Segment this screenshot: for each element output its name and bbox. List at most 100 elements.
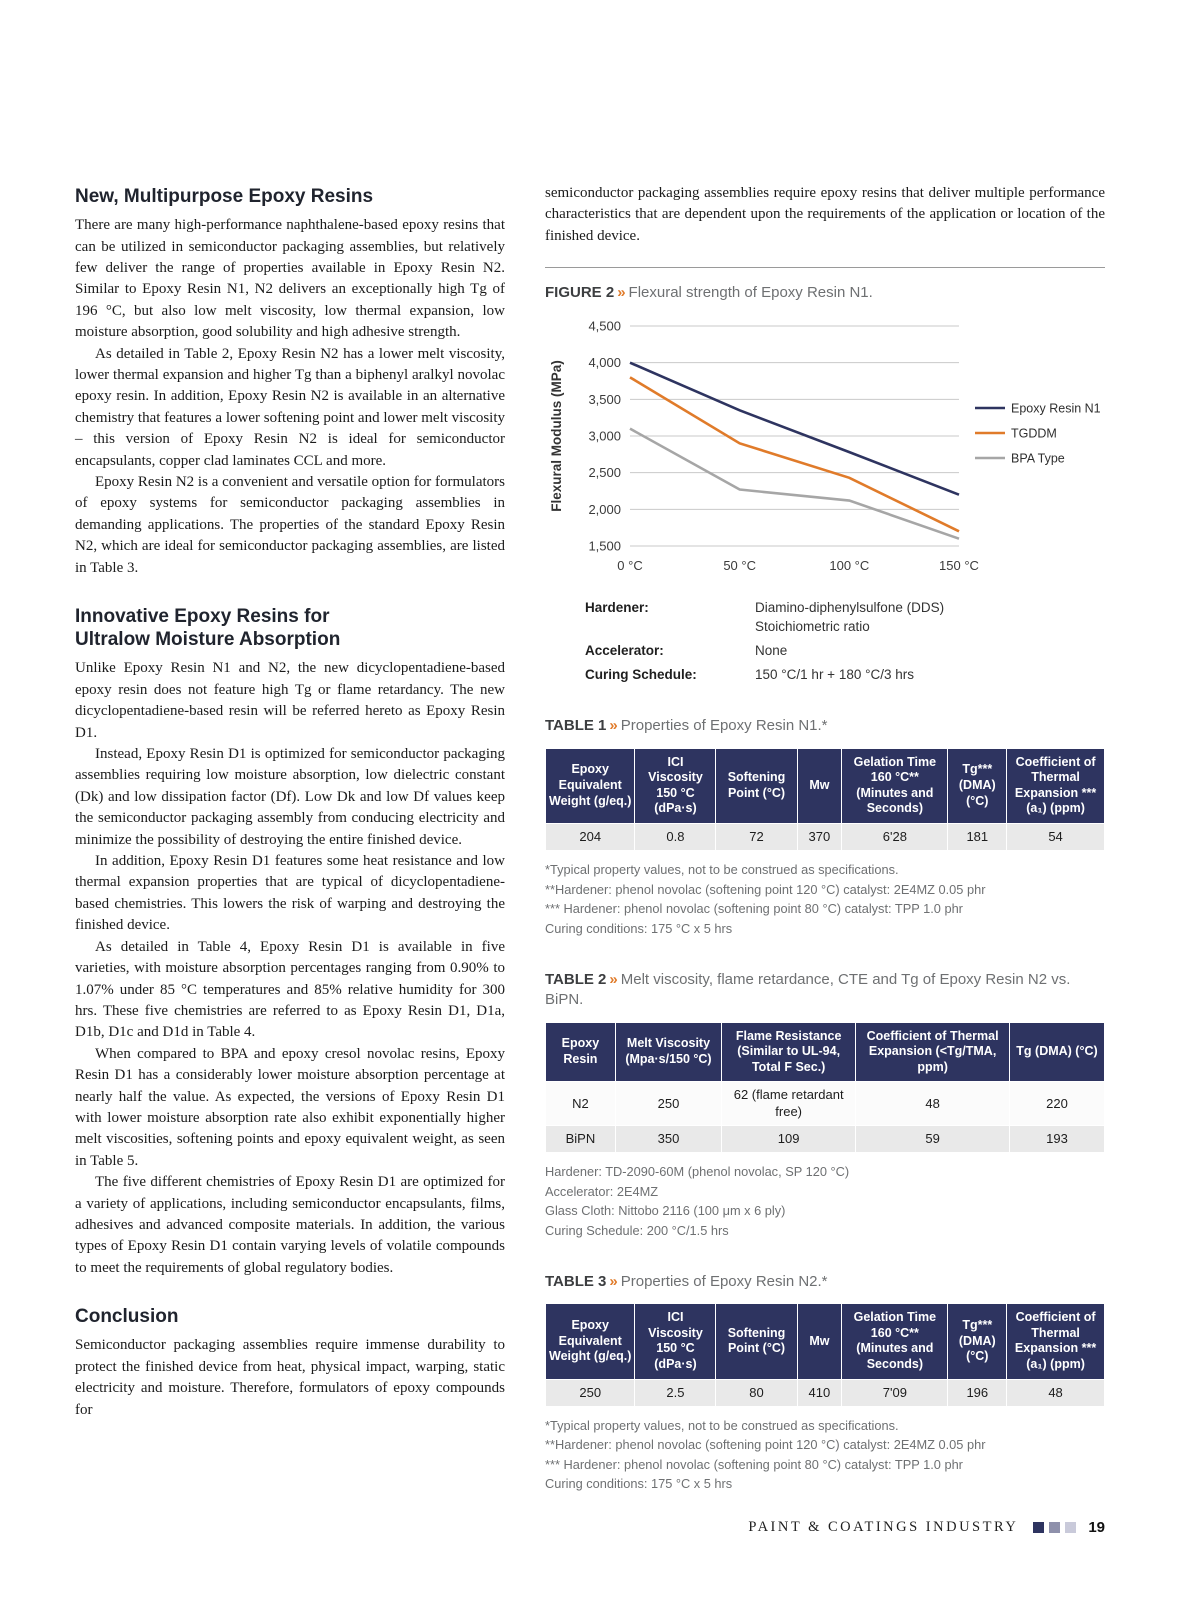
- paragraph: When compared to BPA and epoxy cresol no…: [75, 1045, 505, 1169]
- section-heading: Innovative Epoxy Resins for Ultralow Moi…: [75, 606, 341, 651]
- table-cell: 250: [614, 1081, 723, 1126]
- table-footnotes: Hardener: TD-2090-60M (phenol novolac, S…: [545, 1162, 1105, 1240]
- column-header: ICI Viscosity 150 °C (dPa·s): [634, 1303, 717, 1380]
- figure-detail-row: Hardener: Diamino-diphenylsulfone (DDS) S…: [585, 599, 1105, 635]
- paragraph: There are many high-performance naphthal…: [75, 217, 505, 341]
- intro-paragraph: semiconductor packaging assemblies requi…: [545, 185, 1105, 244]
- table-footnotes: *Typical property values, not to be cons…: [545, 860, 1105, 938]
- footer-square: [1049, 1522, 1061, 1533]
- figure-details: Hardener: Diamino-diphenylsulfone (DDS) S…: [545, 599, 1105, 684]
- table-cell: BiPN: [545, 1124, 616, 1154]
- column-header: Softening Point (°C): [715, 747, 798, 825]
- table-label: TABLE 2: [545, 971, 607, 989]
- column-header: Coefficient of Thermal Expansion (<Tg/TM…: [855, 1021, 1010, 1083]
- table-cell: 80: [715, 1378, 798, 1407]
- table-cell: 62 (flame retardant free): [721, 1081, 857, 1126]
- detail-value: None: [755, 642, 788, 658]
- paragraph: As detailed in Table 2, Epoxy Resin N2 h…: [75, 345, 505, 469]
- column-divider: [545, 267, 1105, 269]
- footnote-line: *** Hardener: phenol novolac (softening …: [545, 1456, 963, 1472]
- column-header: Melt Viscosity (Mpa·s/150 °C): [614, 1021, 723, 1083]
- svg-text:Epoxy Resin N1: Epoxy Resin N1: [1011, 402, 1101, 416]
- footnote-line: **Hardener: phenol novolac (softening po…: [545, 1437, 986, 1453]
- flexural-strength-line-chart: 1,500 2,000 2,500 3,000 3,500 4,000 4,500 0 °C 5…: [545, 314, 1105, 587]
- column-header: Mw: [796, 747, 843, 825]
- figure-label: FIGURE 2: [545, 284, 615, 302]
- chart-svg: 1,500 2,000 2,500 3,000 3,500 4,000 4,500 0 °C 5…: [549, 319, 1101, 574]
- table-cell: 196: [947, 1378, 1008, 1407]
- table-block: TABLE 1» Properties of Epoxy Resin N1.* Ep…: [544, 716, 1105, 938]
- table-cell: 109: [721, 1124, 857, 1154]
- table-block: TABLE 2» Melt viscosity, flame retardance…: [545, 970, 1106, 1240]
- svg-text:2,000: 2,000: [588, 502, 621, 517]
- table-caption-text: Properties of Epoxy Resin N2.*: [620, 1272, 828, 1290]
- paragraph: In addition, Epoxy Resin D1 features som…: [75, 853, 505, 934]
- column-header: Epoxy Resin: [545, 1021, 616, 1083]
- chevron-icon: »: [609, 1272, 618, 1290]
- table-cell: 72: [715, 823, 798, 852]
- table-row: N2 250 62 (flame retardant free) 48 220: [545, 1081, 1106, 1126]
- table-cell: 6'28: [841, 823, 949, 852]
- right-column: semiconductor packaging assemblies requi…: [544, 183, 1106, 1494]
- column-header: Epoxy Equivalent Weight (g/eq.): [544, 747, 636, 825]
- footnote-line: Glass Cloth: Nittobo 2116 (100 μm x 6 pl…: [545, 1203, 786, 1219]
- column-header: Mw: [796, 1303, 843, 1380]
- svg-text:4,000: 4,000: [588, 356, 621, 371]
- section-heading: New, Multipurpose Epoxy Resins: [75, 186, 374, 207]
- figure-caption-text: Flexural strength of Epoxy Resin N1.: [628, 284, 873, 302]
- data-table: Epoxy Equivalent Weight (g/eq.) ICI Visco…: [544, 1303, 1105, 1407]
- column-header: Tg*** (DMA) (°C): [947, 747, 1008, 825]
- detail-value: Diamino-diphenylsulfone (DDS) Stoichiome…: [755, 600, 945, 634]
- footer-square: [1065, 1522, 1077, 1533]
- data-table: Epoxy Resin Melt Viscosity (Mpa·s/150 °C)…: [545, 1021, 1106, 1154]
- column-header: Tg*** (DMA) (°C): [947, 1303, 1008, 1380]
- column-header: Softening Point (°C): [715, 1303, 798, 1380]
- table-header-row: Epoxy Resin Melt Viscosity (Mpa·s/150 °C)…: [545, 1021, 1106, 1083]
- column-header: Gelation Time 160 °C** (Minutes and Seco…: [841, 747, 949, 825]
- detail-term: Accelerator:: [585, 642, 664, 658]
- svg-text:150 °C: 150 °C: [939, 558, 979, 573]
- svg-text:4,500: 4,500: [588, 319, 621, 334]
- detail-term: Hardener:: [585, 600, 649, 616]
- table-cell: 204: [544, 823, 636, 852]
- footnote-line: **Hardener: phenol novolac (softening po…: [545, 881, 986, 897]
- table-caption-text: Properties of Epoxy Resin N1.*: [620, 717, 828, 735]
- table-cell: 7'09: [841, 1378, 949, 1407]
- chevron-icon: »: [609, 717, 618, 735]
- paragraph: Epoxy Resin N2 is a convenient and versa…: [75, 474, 505, 576]
- svg-text:3,500: 3,500: [588, 392, 621, 407]
- paragraph: The five different chemistries of Epoxy …: [75, 1174, 505, 1276]
- table-caption: TABLE 2» Melt viscosity, flame retardance…: [545, 970, 1105, 1011]
- table-row: 204 0.8 72 370 6'28 181 54: [544, 823, 1105, 852]
- page-footer: PAINT & COATINGS INDUSTRY 19: [748, 1519, 1105, 1536]
- column-header: Tg (DMA) (°C): [1008, 1021, 1106, 1083]
- section-heading: Conclusion: [75, 1306, 179, 1328]
- table-cell: 0.8: [634, 823, 717, 852]
- footnote-line: *Typical property values, not to be cons…: [545, 862, 899, 878]
- table-cell: 370: [796, 823, 843, 852]
- table-cell: 220: [1008, 1081, 1106, 1126]
- column-header: Epoxy Equivalent Weight (g/eq.): [544, 1303, 636, 1380]
- table-cell: 48: [855, 1081, 1010, 1126]
- table-cell: 2.5: [634, 1378, 717, 1407]
- chevron-icon: »: [609, 971, 618, 989]
- column-header: Coefficient of Thermal Expansion ***(a₁)…: [1006, 747, 1105, 825]
- svg-text:2,500: 2,500: [588, 466, 621, 481]
- footnote-line: Curing Schedule: 200 °C/1.5 hrs: [545, 1222, 729, 1238]
- column-header: ICI Viscosity 150 °C (dPa·s): [634, 747, 717, 825]
- table-block: TABLE 3» Properties of Epoxy Resin N2.* Ep…: [544, 1272, 1105, 1494]
- table-caption-text: Melt viscosity, flame retardance, CTE an…: [545, 971, 1071, 1009]
- svg-text:0 °C: 0 °C: [617, 558, 642, 573]
- svg-text:100 °C: 100 °C: [829, 558, 869, 573]
- data-table: Epoxy Equivalent Weight (g/eq.) ICI Visco…: [544, 747, 1105, 852]
- paragraph: Unlike Epoxy Resin N1 and N2, the new di…: [75, 660, 505, 741]
- detail-term: Curing Schedule:: [585, 667, 697, 683]
- footer-square: [1033, 1522, 1045, 1533]
- table-cell: 181: [947, 823, 1008, 852]
- page-number: 19: [1088, 1519, 1105, 1536]
- table-cell: 54: [1006, 823, 1105, 852]
- left-column: New, Multipurpose Epoxy Resins There are …: [75, 183, 505, 1494]
- svg-text:TGDDM: TGDDM: [1011, 427, 1057, 441]
- table-cell: 59: [855, 1124, 1010, 1154]
